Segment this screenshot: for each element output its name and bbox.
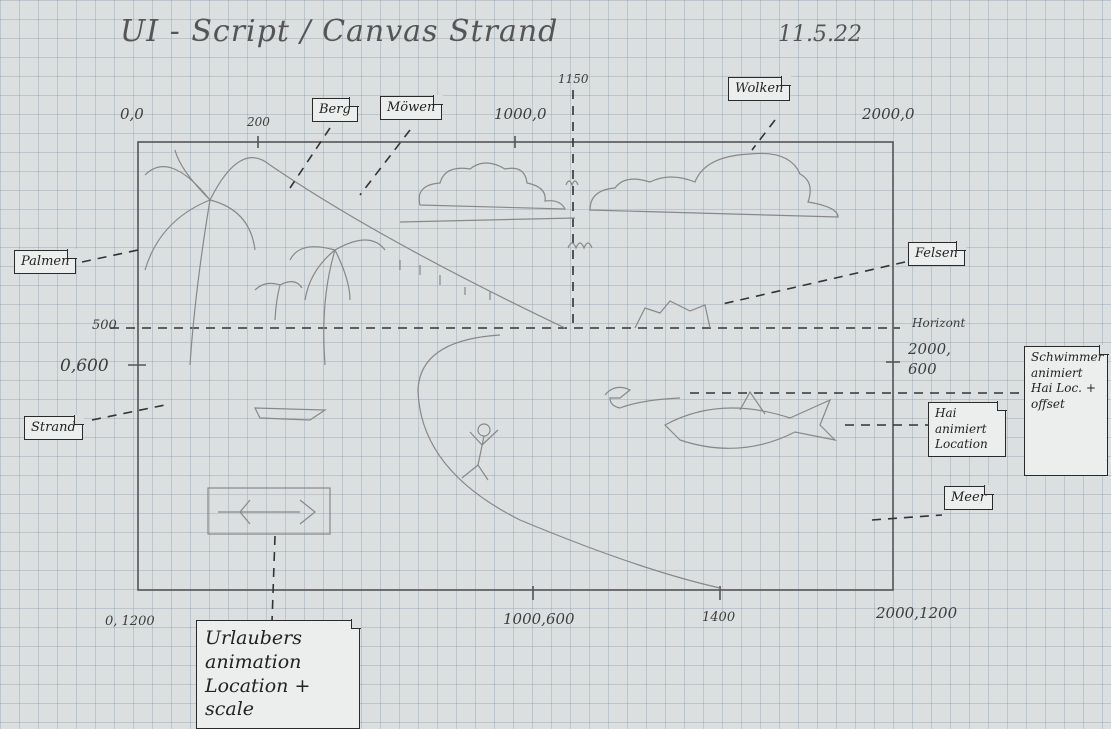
leader-lines xyxy=(81,119,1022,623)
beach-curve xyxy=(417,334,721,589)
coord-left-600: 0,600 xyxy=(60,356,109,376)
coord-bottom-left: 0, 1200 xyxy=(105,614,155,629)
coord-y-500: 500 xyxy=(92,318,117,333)
coord-top-left: 0,0 xyxy=(120,105,144,123)
note-palmen: Palmen xyxy=(14,248,78,275)
tick-marks xyxy=(128,136,900,600)
coord-top-mid: 1000,0 xyxy=(494,105,547,123)
note-hai: Hai animiert Location xyxy=(928,401,1007,457)
cloud-sketch-1 xyxy=(418,162,566,210)
tourist-sketch xyxy=(461,423,499,481)
gull-sketches xyxy=(565,180,593,250)
towel-sketch xyxy=(254,407,327,421)
coord-bottom-mid: 1000,600 xyxy=(503,610,575,628)
shark-sketch xyxy=(664,390,837,449)
coord-right-600: 2000, 600 xyxy=(908,340,951,378)
note-moewen: Möwen xyxy=(380,94,444,121)
note-wolken: Wolken xyxy=(728,75,792,102)
note-strand: Strand xyxy=(24,414,84,441)
rock-sketch xyxy=(634,300,711,329)
coord-top-right: 2000,0 xyxy=(862,105,915,123)
page-title: UI - Script / Canvas Strand xyxy=(120,14,559,49)
note-schwimmer: Schwimmer animiert Hai Loc. + offset xyxy=(1024,345,1109,476)
note-urlauber: Urlaubers animation Location + scale xyxy=(196,619,361,729)
mountain-sketch xyxy=(269,164,566,329)
canvas-frame xyxy=(137,141,894,591)
horizon-label: Horizont xyxy=(912,316,966,330)
coord-x-200: 200 xyxy=(247,115,270,129)
coord-x-1400: 1400 xyxy=(702,610,736,625)
tourist-sprite-box xyxy=(207,487,331,535)
date-label: 11.5.22 xyxy=(778,22,862,47)
swimmer-sketch xyxy=(604,386,681,409)
coord-bottom-right: 2000,1200 xyxy=(876,604,958,622)
note-felsen: Felsen xyxy=(908,240,966,267)
cloud-sketch-2 xyxy=(589,152,839,218)
palm-sketches xyxy=(144,149,491,366)
note-meer: Meer xyxy=(944,484,994,511)
coord-x-1150: 1150 xyxy=(558,72,589,86)
note-berg: Berg xyxy=(312,96,359,123)
